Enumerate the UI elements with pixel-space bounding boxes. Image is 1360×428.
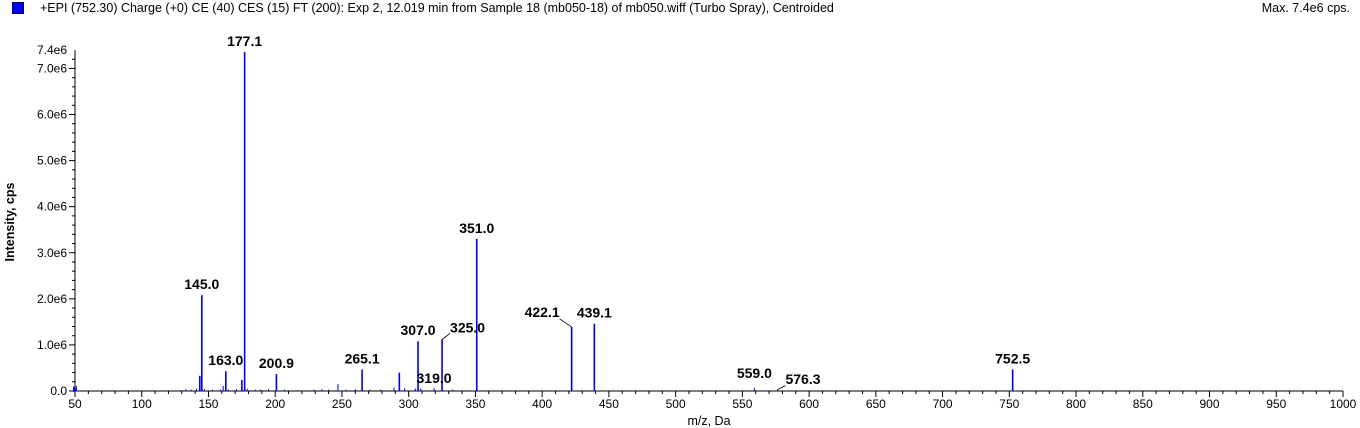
peaks: [73, 51, 1014, 392]
x-tick-label: 300: [399, 397, 419, 411]
x-tick-label: 450: [599, 397, 619, 411]
x-tick-label: 750: [999, 397, 1019, 411]
y-tick-label: 4.0e6: [37, 200, 67, 214]
y-tick-label: 5.0e6: [37, 154, 67, 168]
x-tick-label: 100: [132, 397, 152, 411]
peak-label: 200.9: [259, 355, 294, 371]
series-color-swatch: [12, 2, 24, 14]
x-tick-label: 50: [68, 397, 82, 411]
x-tick-label: 600: [799, 397, 819, 411]
peak-label: 163.0: [208, 352, 243, 368]
peak-label: 576.3: [785, 371, 820, 387]
peak-label: 351.0: [459, 220, 494, 236]
peak-label: 265.1: [345, 350, 380, 366]
peak-label-leader: [559, 318, 572, 328]
x-tick-label: 550: [732, 397, 752, 411]
x-tick-label: 1000: [1330, 397, 1357, 411]
x-tick-label: 350: [465, 397, 485, 411]
peak-labels: 145.0 163.0 177.1 200.9 265.1 307.0 319.0 325.0…: [184, 33, 1030, 390]
y-tick-label: 6.0e6: [37, 108, 67, 122]
x-axis-label: m/z, Da: [687, 414, 730, 428]
peak-label: 307.0: [401, 322, 436, 338]
peak-label: 325.0: [450, 319, 485, 335]
peak-label: 439.1: [577, 305, 612, 321]
x-tick-label: 250: [332, 397, 352, 411]
x-tick-label: 650: [866, 397, 886, 411]
y-tick-label: 7.0e6: [37, 61, 67, 75]
y-tick-label: 2.0e6: [37, 292, 67, 306]
x-tick-label: 850: [1133, 397, 1153, 411]
peak-label: 145.0: [184, 276, 219, 292]
x-tick-label: 150: [198, 397, 218, 411]
x-tick-label: 700: [933, 397, 953, 411]
peak-label-leader: [777, 385, 786, 390]
y-tick-label: 0.0: [50, 384, 67, 398]
y-tick-label: 1.0e6: [37, 338, 67, 352]
y-tick-label: 3.0e6: [37, 246, 67, 260]
x-tick-label: 950: [1266, 397, 1286, 411]
x-tick-label: 800: [1066, 397, 1086, 411]
x-tick-label: 900: [1200, 397, 1220, 411]
peak-label-leader: [441, 333, 451, 340]
axes: 50 100 150 200 250 300 350 400 450 500 550 600 650 70…: [37, 43, 1357, 411]
peak-label: 177.1: [227, 33, 262, 49]
y-tick-label: 7.4e6: [37, 43, 67, 57]
x-tick-label: 400: [532, 397, 552, 411]
x-tick-label: 500: [666, 397, 686, 411]
y-axis-label: Intensity, cps: [3, 182, 17, 261]
peak-label: 559.0: [737, 365, 772, 381]
spectrum-title: +EPI (752.30) Charge (+0) CE (40) CES (1…: [40, 1, 834, 15]
x-tick-label: 200: [265, 397, 285, 411]
peak-label: 752.5: [995, 350, 1030, 366]
max-intensity-label: Max. 7.4e6 cps.: [1261, 1, 1350, 15]
origin-marker: [73, 386, 78, 392]
peak-label: 422.1: [525, 304, 560, 320]
peak-label: 319.0: [417, 370, 452, 386]
